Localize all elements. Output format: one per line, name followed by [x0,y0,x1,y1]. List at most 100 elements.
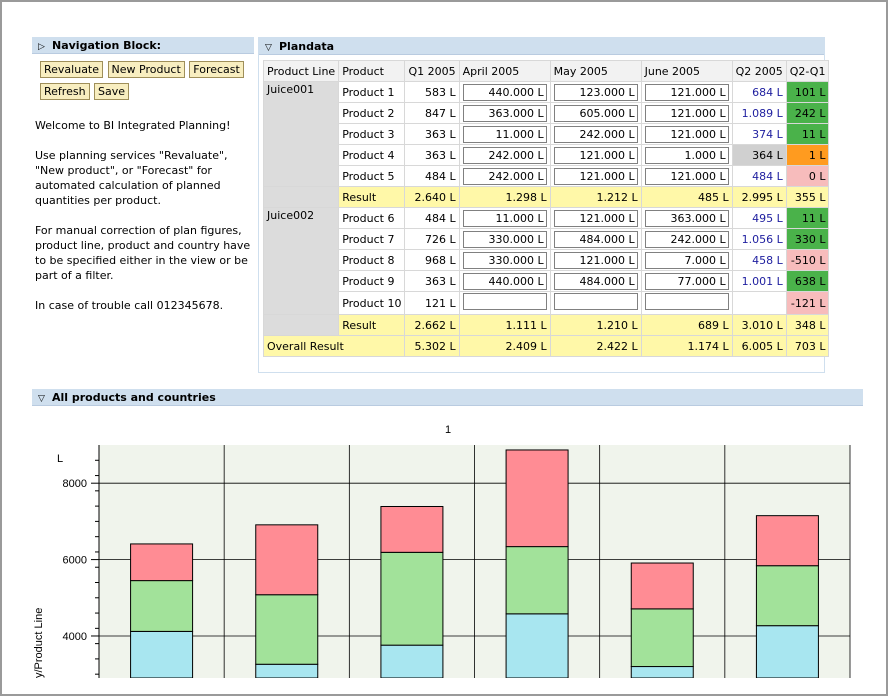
q2-q1-diff-cell: 348 L [785,314,830,336]
apr-2005-input[interactable]: 440.000 L [462,83,547,101]
manual-correction-text: For manual correction of plan figures, p… [35,224,251,282]
result-label: Result [338,314,406,336]
jun-2005-input[interactable]: 121.000 L [644,167,729,185]
apr-2005-input[interactable]: 242.000 L [462,167,547,185]
column-header[interactable]: Product [338,60,406,82]
plandata-table: Product Line Product Q1 2005 April 2005 … [262,60,830,357]
q2-2005-cell: 374 L [731,123,787,145]
apr-2005-input[interactable]: 11.000 L [462,125,547,143]
q2-2005-cell: 484 L [731,165,787,187]
may-2005-input[interactable]: 484.000 L [553,230,638,248]
product-cell: Product 5 [338,165,406,187]
jun-2005-input[interactable]: 121.000 L [644,104,729,122]
bar-segment [130,543,194,582]
may-2005-input[interactable]: 121.000 L [553,251,638,269]
product-cell: Product 9 [338,270,406,292]
column-header[interactable]: June 2005 [640,60,733,82]
product-cell: Product 2 [338,102,406,124]
q1-2005-cell: 484 L [404,207,460,229]
table-row: Product 3 363 L 11.000 L 242.000 L 121.000 L… [264,123,830,145]
apr-2005-cell: 363.000 L [458,102,551,124]
apr-2005-cell: 2.409 L [458,335,551,357]
apr-2005-input[interactable]: 242.000 L [462,146,547,164]
q2-q1-diff-cell: 101 L [785,81,830,103]
may-2005-input[interactable]: 605.000 L [553,104,638,122]
navigation-block-header[interactable]: ▷ Navigation Block: [32,37,254,54]
save-button[interactable]: Save [94,83,130,100]
q2-2005-cell: 6.005 L [731,335,787,357]
apr-2005-input[interactable] [462,293,547,310]
apr-2005-cell: 242.000 L [458,144,551,166]
apr-2005-input[interactable]: 11.000 L [462,209,547,227]
jun-2005-input[interactable]: 1.000 L [644,146,729,164]
q2-q1-diff-cell: 11 L [785,207,830,229]
apr-2005-input[interactable]: 330.000 L [462,230,547,248]
jun-2005-input[interactable]: 121.000 L [644,83,729,101]
jun-2005-input[interactable]: 7.000 L [644,251,729,269]
column-header[interactable]: Q2 2005 [731,60,787,82]
q2-q1-diff-cell: -510 L [785,249,830,271]
may-2005-cell: 2.422 L [549,335,642,357]
table-row: Juice001 Product 1 583 L 440.000 L 123.000 L… [262,81,830,187]
may-2005-cell: 123.000 L [549,81,642,103]
plandata-header[interactable]: ▽ Plandata [259,38,824,55]
apr-2005-input[interactable]: 363.000 L [462,104,547,122]
may-2005-input[interactable]: 121.000 L [553,167,638,185]
refresh-button[interactable]: Refresh [40,83,90,100]
q2-2005-cell: 364 L [731,144,787,166]
jun-2005-cell: 1.174 L [640,335,733,357]
may-2005-input[interactable]: 121.000 L [553,209,638,227]
column-header[interactable]: Product Line [262,60,340,82]
column-header[interactable]: Q1 2005 [404,60,460,82]
jun-2005-input[interactable] [644,293,729,310]
planning-services-text: Use planning services "Revaluate", "New … [35,149,228,207]
may-2005-input[interactable] [553,293,638,310]
apr-2005-cell: 1.111 L [458,314,551,336]
q1-2005-cell: 583 L [404,81,460,103]
y-tick-label: 6000 [63,555,87,567]
jun-2005-cell: 689 L [640,314,733,336]
y-tick-label: 8000 [63,478,87,490]
navigation-block: ▷ Navigation Block: Revaluate New Product… [32,37,254,328]
q1-2005-cell: 847 L [404,102,460,124]
welcome-text: Welcome to BI Integrated Planning! [35,119,231,132]
jun-2005-input[interactable]: 242.000 L [644,230,729,248]
table-row: Product 9 363 L 440.000 L 484.000 L 77.000 L… [264,270,830,292]
chart-title: 1 [445,424,451,436]
jun-2005-input[interactable]: 77.000 L [644,272,729,290]
bar-segment [505,613,569,678]
column-header[interactable]: May 2005 [549,60,642,82]
plandata-title: Plandata [279,40,335,53]
apr-2005-input[interactable]: 440.000 L [462,272,547,290]
product-cell: Product 7 [338,228,406,250]
bar-segment [380,551,444,646]
table-row: Product 5 484 L 242.000 L 121.000 L 121.000 … [264,165,830,187]
apr-2005-input[interactable]: 330.000 L [462,251,547,269]
bar-segment [380,644,444,678]
column-header[interactable]: April 2005 [458,60,551,82]
q2-q1-diff-cell: 703 L [785,335,830,357]
q2-q1-diff-cell: 11 L [785,123,830,145]
bar-segment [380,505,444,553]
revaluate-button[interactable]: Revaluate [40,61,104,78]
bar-segment [630,608,694,668]
q2-q1-diff-cell: 330 L [785,228,830,250]
q1-2005-cell: 2.662 L [404,314,460,336]
jun-2005-input[interactable]: 121.000 L [644,125,729,143]
forecast-button[interactable]: Forecast [189,61,244,78]
q2-q1-diff-cell: 355 L [785,186,830,208]
jun-2005-input[interactable]: 363.000 L [644,209,729,227]
may-2005-input[interactable]: 121.000 L [553,146,638,164]
may-2005-cell: 484.000 L [549,228,642,250]
jun-2005-cell: 121.000 L [640,81,733,103]
triangle-down-icon: ▽ [38,394,45,404]
chart-section-header[interactable]: ▽ All products and countries [32,389,863,406]
new-product-button[interactable]: New Product [107,61,185,78]
may-2005-input[interactable]: 123.000 L [553,83,638,101]
may-2005-input[interactable]: 484.000 L [553,272,638,290]
column-header[interactable]: Q2-Q1 [785,60,830,82]
may-2005-input[interactable]: 242.000 L [553,125,638,143]
